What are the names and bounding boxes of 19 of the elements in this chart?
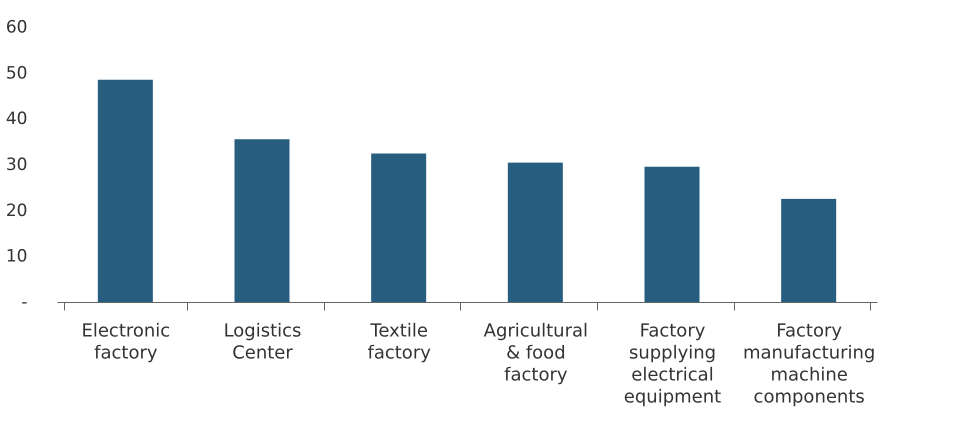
y-tick-label: 20 <box>6 200 28 221</box>
bar <box>371 154 426 302</box>
bar <box>234 139 290 302</box>
y-tick-label: 50 <box>6 63 28 84</box>
x-tick-label: Textile factory <box>367 320 432 364</box>
y-tick-label: 60 <box>6 18 28 38</box>
x-tick-label: Factory supplying electrical equipment <box>624 320 722 408</box>
y-tick-label: - <box>21 292 28 312</box>
x-tick-label: Logistics Center <box>224 320 302 364</box>
bar <box>781 198 836 302</box>
bar <box>644 166 700 302</box>
y-tick-label: 10 <box>6 246 28 267</box>
bar <box>508 162 563 302</box>
y-tick-label: 40 <box>6 109 28 130</box>
bar <box>98 80 153 302</box>
x-tick-label: Factory manufacturing machine components <box>742 320 876 408</box>
x-tick-label: Agricultural & food factory <box>484 320 588 386</box>
x-tick-label: Electronic factory <box>81 320 170 364</box>
y-tick-label: 30 <box>6 155 28 175</box>
